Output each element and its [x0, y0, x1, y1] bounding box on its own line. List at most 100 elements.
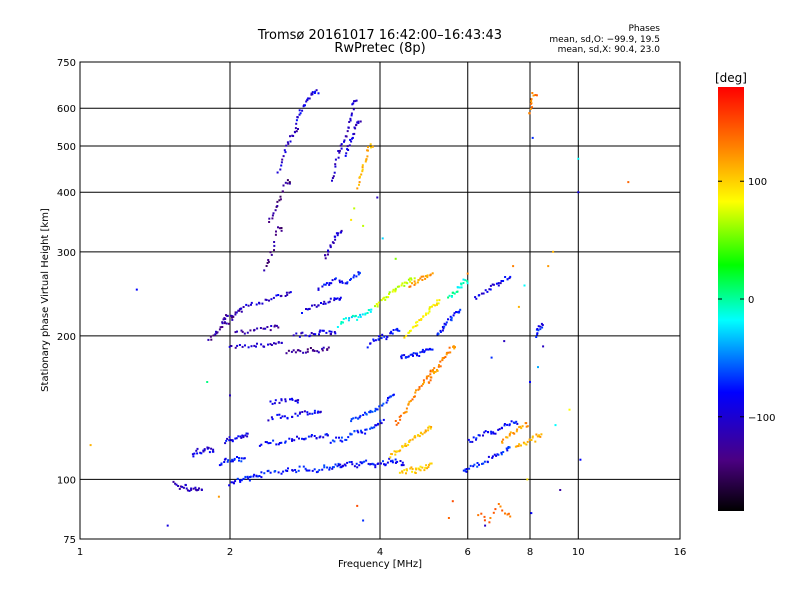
- data-point: [329, 245, 332, 248]
- x-tick-label: 6: [465, 547, 471, 558]
- data-point: [516, 428, 519, 431]
- data-point: [334, 163, 337, 166]
- data-point: [244, 476, 247, 479]
- data-point: [334, 463, 337, 466]
- data-point: [247, 477, 250, 480]
- data-point: [417, 434, 420, 436]
- data-point: [481, 462, 483, 465]
- data-point: [521, 425, 524, 428]
- data-point: [483, 519, 486, 522]
- data-point: [369, 342, 372, 345]
- data-point: [282, 470, 285, 473]
- data-point: [369, 143, 372, 146]
- data-point: [478, 434, 481, 437]
- data-point: [536, 332, 539, 335]
- data-point: [315, 437, 318, 439]
- data-point: [353, 100, 355, 103]
- data-point: [347, 436, 350, 439]
- data-point: [305, 100, 308, 103]
- data-point: [418, 435, 421, 438]
- data-point: [298, 412, 301, 415]
- data-point: [362, 519, 365, 522]
- data-point: [333, 331, 336, 333]
- data-point: [238, 457, 240, 459]
- data-point: [412, 352, 415, 355]
- data-point: [356, 121, 359, 124]
- data-point: [206, 381, 209, 383]
- data-point: [427, 348, 430, 351]
- data-point: [489, 517, 492, 519]
- data-point: [353, 207, 356, 210]
- data-point: [388, 291, 391, 294]
- data-point: [391, 459, 394, 462]
- data-point: [416, 324, 419, 327]
- data-point: [220, 463, 223, 466]
- data-point: [267, 442, 270, 445]
- data-point: [236, 344, 239, 347]
- data-point: [451, 500, 454, 503]
- data-point: [350, 112, 353, 115]
- data-point: [316, 350, 319, 353]
- data-point: [274, 470, 277, 472]
- data-point: [234, 313, 237, 316]
- data-point: [396, 285, 399, 288]
- data-point: [360, 429, 362, 432]
- data-point: [269, 471, 272, 474]
- data-point: [339, 296, 342, 299]
- data-point: [275, 324, 278, 327]
- data-point: [431, 370, 434, 373]
- data-point: [313, 92, 316, 94]
- data-point: [264, 327, 267, 330]
- data-point: [179, 485, 182, 488]
- data-point: [227, 459, 230, 462]
- data-point: [221, 321, 224, 324]
- data-point: [238, 459, 240, 462]
- data-point: [540, 433, 543, 436]
- data-point: [303, 438, 306, 441]
- data-point: [285, 144, 288, 147]
- data-point: [230, 481, 233, 484]
- data-point: [427, 312, 430, 315]
- data-point: [196, 489, 199, 491]
- data-point: [337, 232, 340, 235]
- data-point: [324, 257, 327, 260]
- data-point: [500, 426, 503, 429]
- data-point: [431, 272, 434, 275]
- data-point: [366, 312, 369, 314]
- data-point: [186, 489, 189, 492]
- data-point: [577, 191, 580, 194]
- data-point: [293, 439, 296, 442]
- data-point: [506, 423, 509, 426]
- data-point: [273, 241, 276, 243]
- data-point: [361, 313, 364, 316]
- data-point: [411, 470, 414, 473]
- data-point: [427, 466, 430, 468]
- data-point: [376, 463, 379, 465]
- data-point: [517, 445, 520, 447]
- data-point: [539, 435, 542, 438]
- data-point: [321, 329, 324, 332]
- data-point: [359, 313, 362, 316]
- data-point: [356, 504, 359, 507]
- data-point: [361, 166, 364, 169]
- data-point: [269, 343, 272, 346]
- data-point: [381, 404, 384, 407]
- data-point: [542, 345, 545, 348]
- data-point: [312, 333, 315, 336]
- data-point: [490, 430, 493, 433]
- data-point: [504, 276, 507, 278]
- data-point: [285, 291, 288, 294]
- data-point: [288, 181, 291, 184]
- data-point: [382, 418, 385, 421]
- data-point: [313, 468, 316, 471]
- data-point: [355, 99, 358, 102]
- data-point: [356, 466, 359, 469]
- data-point: [192, 455, 195, 458]
- data-point: [357, 271, 360, 274]
- data-point: [536, 435, 539, 438]
- data-point: [339, 298, 341, 300]
- data-point: [423, 469, 426, 472]
- data-point: [289, 135, 291, 138]
- data-point: [259, 327, 262, 329]
- data-point: [332, 175, 335, 178]
